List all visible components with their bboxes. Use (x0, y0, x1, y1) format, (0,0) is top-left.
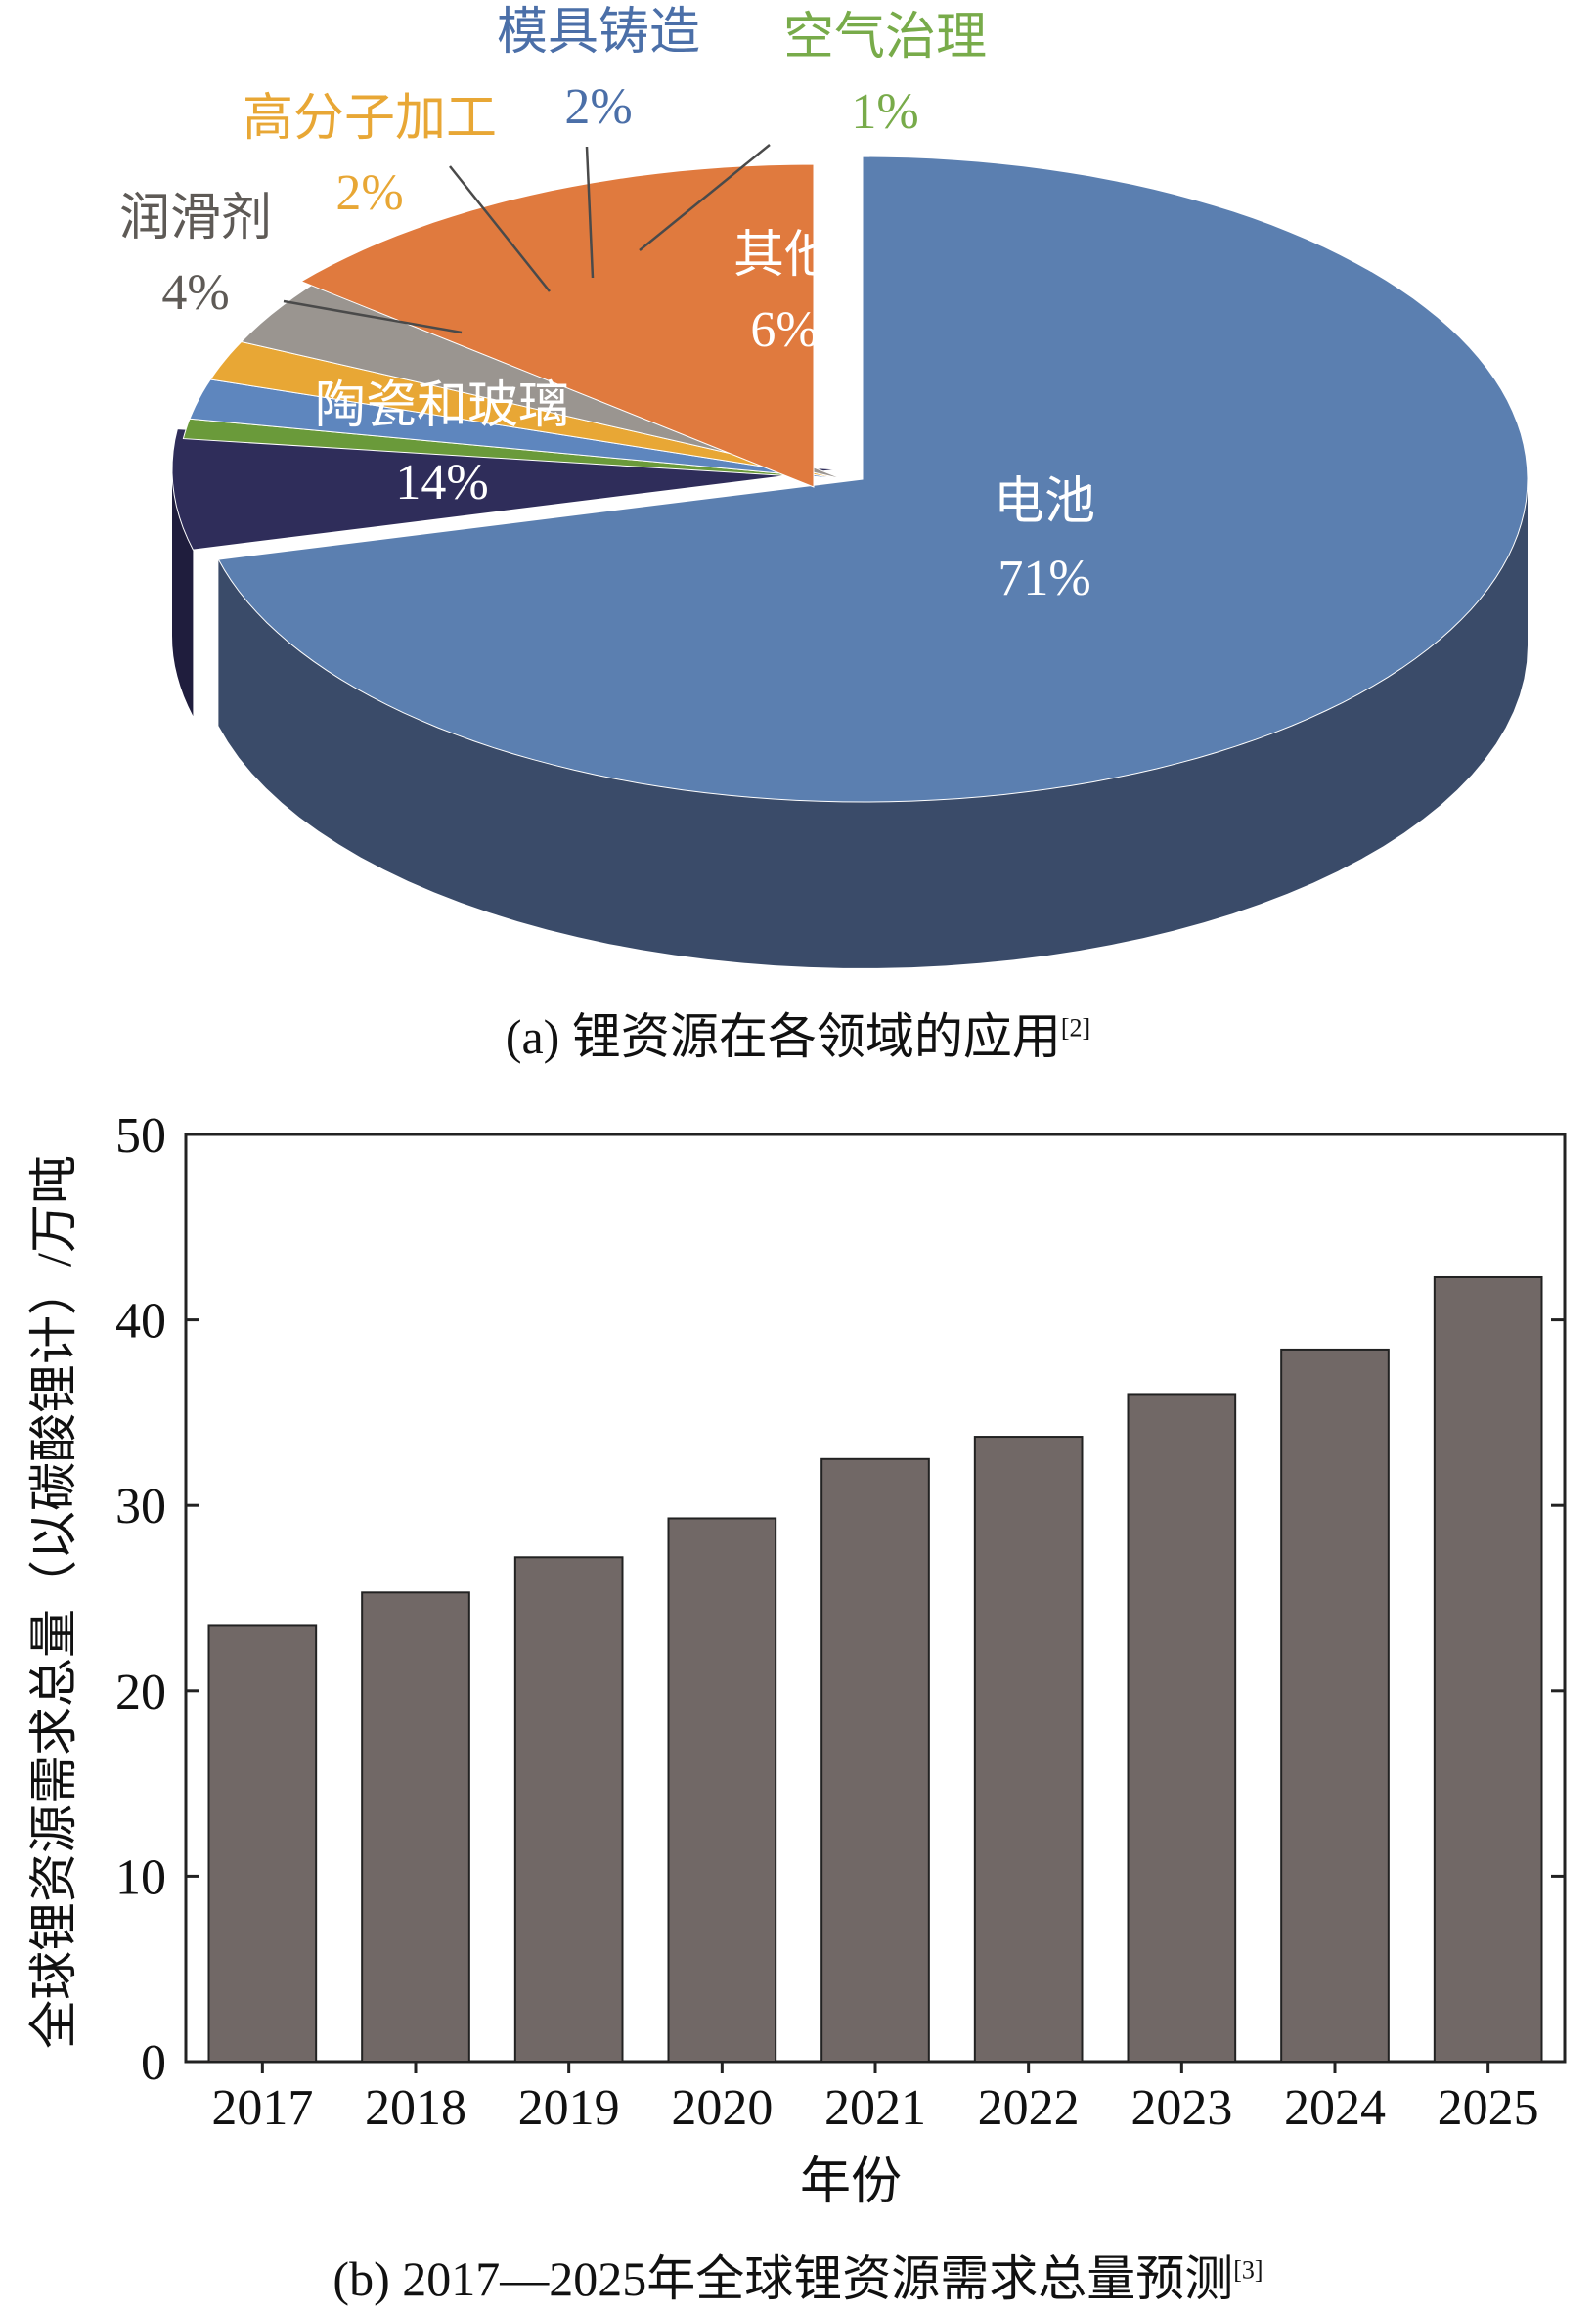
x-tick-label: 2022 (978, 2080, 1080, 2136)
y-axis-label: 全球锂资源需求总量（以碳酸锂计）/万吨 (26, 1155, 81, 2049)
caption-b-text: (b) 2017—2025年全球锂资源需求总量预测 (332, 2251, 1234, 2306)
x-tick-label: 2020 (671, 2080, 773, 2136)
pie-leader-2 (639, 144, 771, 251)
pie-leader-4 (449, 165, 551, 292)
y-tick-label: 20 (115, 1665, 166, 1720)
pie-leader-3 (585, 146, 595, 279)
pie-slice-3 (189, 378, 844, 480)
bar-tick-labels: 0 10 20 30 40 50 2017 2018 2019 2020 2021 2022 2023 2… (115, 1108, 1539, 2136)
pie-leader-lines (283, 144, 771, 334)
pie-side-0 (218, 479, 1528, 968)
y-tick-label: 30 (115, 1479, 166, 1534)
caption-a-text: (a) 锂资源在各领域的应用 (505, 1009, 1061, 1064)
x-axis-label: 年份 (800, 2155, 902, 2210)
pie-side-1 (172, 469, 194, 717)
pie-slice-1 (171, 428, 838, 551)
pie-value-label-4: 2% (335, 165, 403, 221)
bar-2023 (1127, 1393, 1237, 2063)
x-tick-label: 2023 (1130, 2080, 1232, 2136)
pie-slices (171, 156, 1529, 803)
y-tick-label: 10 (115, 1849, 166, 1905)
bar-2024 (1280, 1348, 1390, 2064)
bar-2017 (207, 1624, 318, 2063)
pie-value-label-3: 2% (564, 79, 632, 135)
pie-value-label-6: 14% (395, 455, 488, 511)
pie-label-0: 电池 (994, 472, 1095, 531)
figure-caption-b: (b) 2017—2025年全球锂资源需求总量预测[3] (0, 2240, 1596, 2310)
x-tick-label: 2019 (518, 2080, 620, 2136)
pie-slice-4 (209, 340, 844, 480)
caption-b-ref: [3] (1233, 2255, 1264, 2285)
pie-labels: 电池 71% 其他 6% 空气治理 1% 模具铸造 2% 高分子加工 2% 润滑剂 4% 陶瓷和玻璃 14… (119, 3, 1095, 606)
y-tick-label: 40 (115, 1294, 166, 1350)
bar-2025 (1433, 1275, 1543, 2063)
x-tick-label: 2018 (365, 2080, 466, 2136)
y-tick-label: 0 (141, 2035, 166, 2091)
pie-3d-sides (172, 469, 1528, 968)
bar-2021 (820, 1457, 930, 2064)
pie-value-label-1: 6% (750, 302, 818, 358)
pie-leader-5 (283, 299, 463, 334)
pie-label-2: 空气治理 (783, 8, 987, 67)
figure-caption-a: (a) 锂资源在各领域的应用[2] (0, 998, 1596, 1068)
pie-chart: 电池 71% 其他 6% 空气治理 1% 模具铸造 2% 高分子加工 2% 润滑剂 4% 陶瓷和玻璃 14… (119, 3, 1529, 968)
bar-series (207, 1275, 1543, 2064)
x-tick-label: 2021 (824, 2080, 926, 2136)
pie-value-label-2: 1% (851, 84, 918, 140)
bar-2018 (361, 1591, 470, 2063)
pie-value-label-0: 71% (998, 551, 1090, 606)
pie-slice-6 (299, 163, 815, 488)
pie-slice-0 (217, 156, 1529, 803)
pie-label-5: 润滑剂 (119, 189, 272, 247)
bar-2022 (973, 1436, 1084, 2063)
pie-label-1: 其他 (733, 226, 835, 285)
caption-a-ref: [2] (1060, 1013, 1091, 1043)
x-tick-label: 2024 (1284, 2080, 1386, 2136)
pie-label-3: 模具铸造 (497, 3, 700, 62)
y-tick-label: 50 (115, 1108, 166, 1164)
pie-label-6: 陶瓷和玻璃 (315, 377, 569, 435)
pie-value-label-5: 4% (161, 265, 229, 321)
pie-label-4: 高分子加工 (243, 89, 497, 148)
bar-2020 (667, 1517, 777, 2064)
x-tick-label: 2025 (1438, 2080, 1539, 2136)
x-tick-label: 2017 (211, 2080, 313, 2136)
bar-2019 (513, 1556, 624, 2063)
